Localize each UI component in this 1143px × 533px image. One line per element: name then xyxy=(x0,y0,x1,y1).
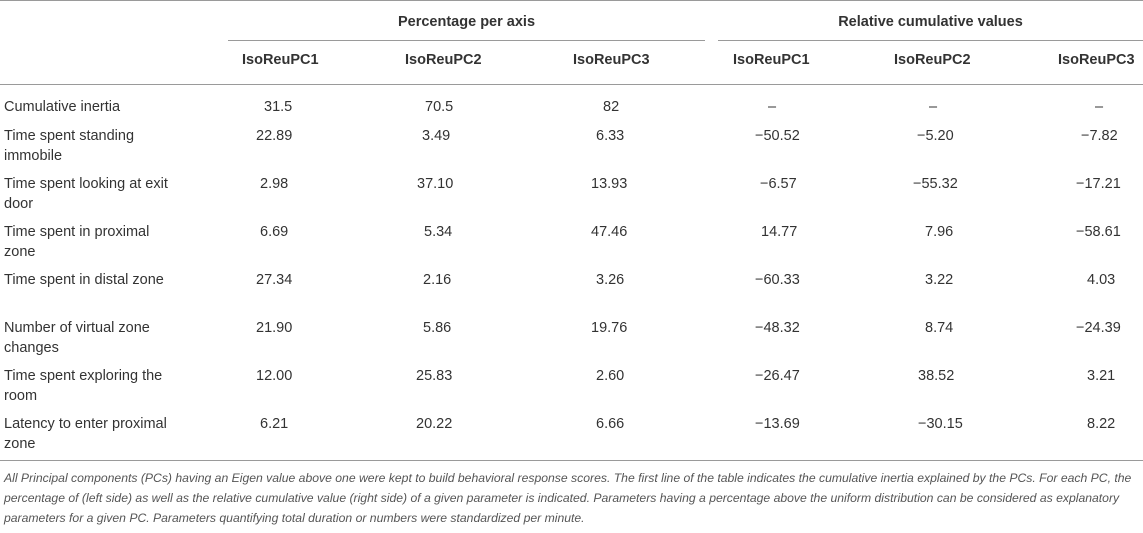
column-header: IsoReuPC1 xyxy=(733,52,810,68)
table-cell: 7.96 xyxy=(925,224,954,240)
table-cell: −48.32 xyxy=(755,320,800,336)
table-cell: 8.74 xyxy=(925,320,954,336)
row-label: Latency to enter proximal zone xyxy=(4,416,167,452)
table-cell: 70.5 xyxy=(425,99,454,115)
table-cell: 2.98 xyxy=(260,176,289,192)
table-cell: 5.86 xyxy=(423,320,452,336)
table-cell: −5.20 xyxy=(917,128,954,144)
row-label: Time spent in proximal zone xyxy=(4,224,150,260)
table-cell: −17.21 xyxy=(1076,176,1121,192)
table-cell: 22.89 xyxy=(256,128,293,144)
column-header: IsoReuPC1 xyxy=(242,52,319,68)
top-rule xyxy=(0,0,1143,1)
table-cell: 12.00 xyxy=(256,368,293,384)
table-cell: 37.10 xyxy=(417,176,454,192)
column-header: IsoReuPC3 xyxy=(1058,52,1135,68)
table-cell: 21.90 xyxy=(256,320,293,336)
row-label: Number of virtual zone changes xyxy=(4,320,150,356)
column-header: IsoReuPC2 xyxy=(405,52,482,68)
group-underline-right xyxy=(718,40,1143,41)
table-cell: −26.47 xyxy=(755,368,800,384)
table-cell: 19.76 xyxy=(591,320,628,336)
table-cell: −60.33 xyxy=(755,272,800,288)
table-cell: 4.03 xyxy=(1087,272,1116,288)
table-footnote: All Principal components (PCs) having an… xyxy=(4,471,1132,525)
table-cell: 5.34 xyxy=(424,224,453,240)
group-header-relative: Relative cumulative values xyxy=(838,14,1023,30)
table-cell: −24.39 xyxy=(1076,320,1121,336)
table-cell: 3.21 xyxy=(1087,368,1116,384)
table-cell: 25.83 xyxy=(416,368,453,384)
table-cell: 27.34 xyxy=(256,272,293,288)
table-cell: −30.15 xyxy=(918,416,963,432)
table-cell: – xyxy=(929,99,938,115)
table-cell: 6.21 xyxy=(260,416,289,432)
table-cell: 82 xyxy=(603,99,620,115)
row-label: Time spent exploring the room xyxy=(4,368,163,404)
table-cell: 6.66 xyxy=(596,416,625,432)
table-cell: 13.93 xyxy=(591,176,628,192)
group-header-percentage: Percentage per axis xyxy=(397,14,536,30)
table-cell: 2.60 xyxy=(596,368,625,384)
table-cell: −7.82 xyxy=(1081,128,1118,144)
table-cell: – xyxy=(1095,99,1104,115)
group-underline-left xyxy=(228,40,705,41)
table-cell: 3.26 xyxy=(596,272,625,288)
table-cell: 31.5 xyxy=(264,99,293,115)
table-cell: −58.61 xyxy=(1076,224,1121,240)
table-cell: 6.33 xyxy=(596,128,625,144)
table-cell: – xyxy=(768,99,777,115)
table-cell: 6.69 xyxy=(260,224,289,240)
row-label: Time spent looking at exit door xyxy=(4,176,168,212)
row-label: Cumulative inertia xyxy=(4,99,121,115)
table-cell: 20.22 xyxy=(416,416,453,432)
table-cell: 14.77 xyxy=(761,224,798,240)
bottom-rule xyxy=(0,460,1143,461)
table-cell: 8.22 xyxy=(1087,416,1116,432)
row-label: Time spent standing immobile xyxy=(4,128,135,164)
table-cell: −13.69 xyxy=(755,416,800,432)
table-cell: −6.57 xyxy=(760,176,797,192)
table-cell: 38.52 xyxy=(918,368,955,384)
table-cell: −55.32 xyxy=(913,176,958,192)
table-cell: 3.22 xyxy=(925,272,954,288)
column-header: IsoReuPC2 xyxy=(894,52,971,68)
header-rule xyxy=(0,84,1143,85)
table-cell: 3.49 xyxy=(422,128,451,144)
table-cell: −50.52 xyxy=(755,128,800,144)
row-label: Time spent in distal zone xyxy=(4,272,164,288)
table-cell: 2.16 xyxy=(423,272,452,288)
column-header: IsoReuPC3 xyxy=(573,52,650,68)
table-cell: 47.46 xyxy=(591,224,628,240)
